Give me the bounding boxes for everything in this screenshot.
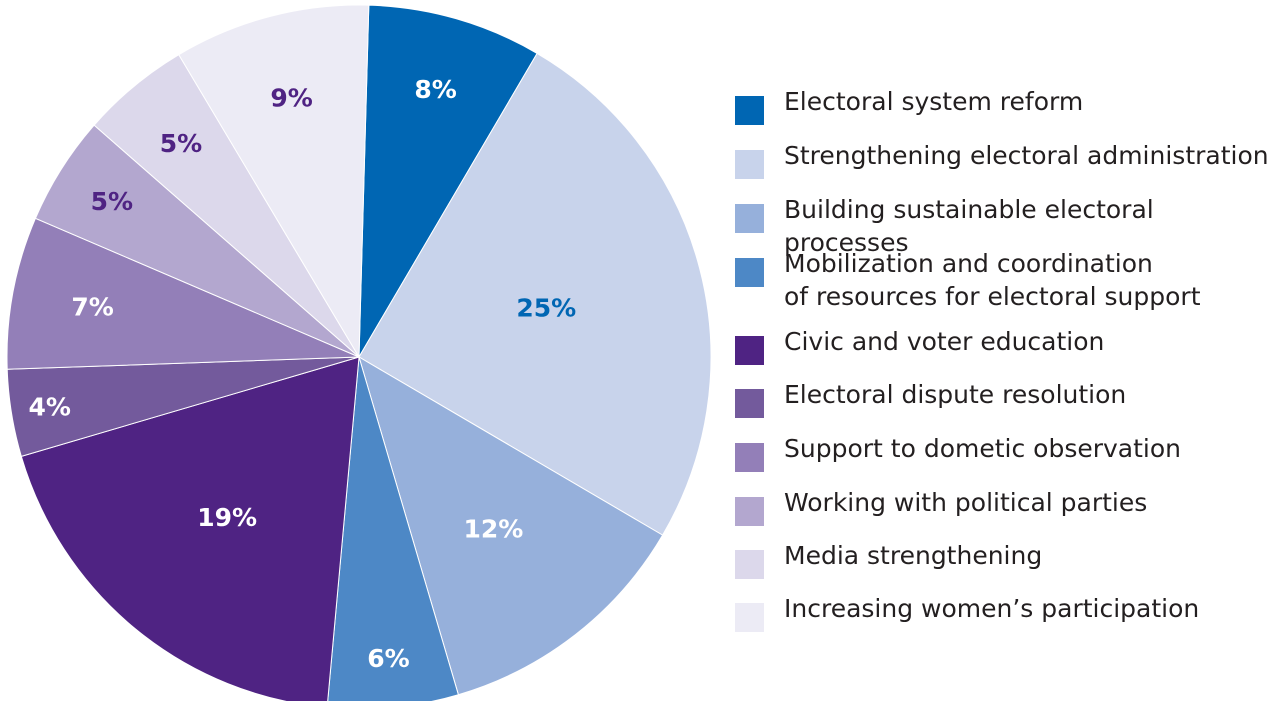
legend-item: Building sustainable electoral processes <box>735 193 1270 259</box>
legend-label: Working with political parties <box>784 488 1148 517</box>
slice-data-label: 19% <box>197 503 257 532</box>
slice-data-label: 9% <box>270 84 312 113</box>
slice-data-label: 5% <box>160 129 202 158</box>
legend-item: Media strengthening <box>735 539 1042 579</box>
legend-label: Civic and voter education <box>784 327 1105 356</box>
slice-data-label: 6% <box>367 644 409 673</box>
slice-data-label: 7% <box>71 293 113 322</box>
slice-data-label: 5% <box>91 187 133 216</box>
legend-item: Civic and voter education <box>735 325 1104 365</box>
pie-slice <box>178 4 370 359</box>
legend-label: Strengthening electoral administration <box>784 141 1269 170</box>
pie-slice <box>20 356 360 701</box>
legend-item: Support to dometic observation <box>735 432 1181 472</box>
slice-data-label: 4% <box>28 393 70 422</box>
legend-item: Electoral system reform <box>735 85 1083 125</box>
legend-label: Building sustainable electoral processes <box>784 195 1154 257</box>
slice-data-label: 8% <box>414 75 456 104</box>
legend-swatch <box>735 336 764 365</box>
legend-label: Media strengthening <box>784 541 1043 570</box>
legend-item: Working with political parties <box>735 486 1147 526</box>
legend-label: Support to dometic observation <box>784 434 1182 463</box>
legend-swatch <box>735 550 764 579</box>
legend-swatch <box>735 204 764 233</box>
pie-slice <box>358 4 538 358</box>
legend-swatch <box>735 389 764 418</box>
legend-item: Increasing women’s participation <box>735 592 1199 632</box>
legend-swatch <box>735 258 764 287</box>
pie-slice <box>358 355 664 696</box>
legend-label: Mobilization and coordination of resourc… <box>784 249 1201 311</box>
legend-swatch <box>735 96 764 125</box>
legend-swatch <box>735 150 764 179</box>
legend-swatch <box>735 443 764 472</box>
slice-data-label: 25% <box>516 294 576 323</box>
legend-label: Electoral system reform <box>784 87 1084 116</box>
pie-slice <box>327 356 460 701</box>
legend-item: Electoral dispute resolution <box>735 378 1126 418</box>
legend-swatch <box>735 603 764 632</box>
legend-swatch <box>735 497 764 526</box>
legend-label: Increasing women’s participation <box>784 594 1200 623</box>
pie-slice <box>358 52 712 536</box>
legend-item: Strengthening electoral administration <box>735 139 1269 179</box>
legend-label: Electoral dispute resolution <box>784 380 1127 409</box>
pie-slice <box>6 217 360 370</box>
slice-data-label: 12% <box>463 515 523 544</box>
legend-item: Mobilization and coordination of resourc… <box>735 247 1201 313</box>
